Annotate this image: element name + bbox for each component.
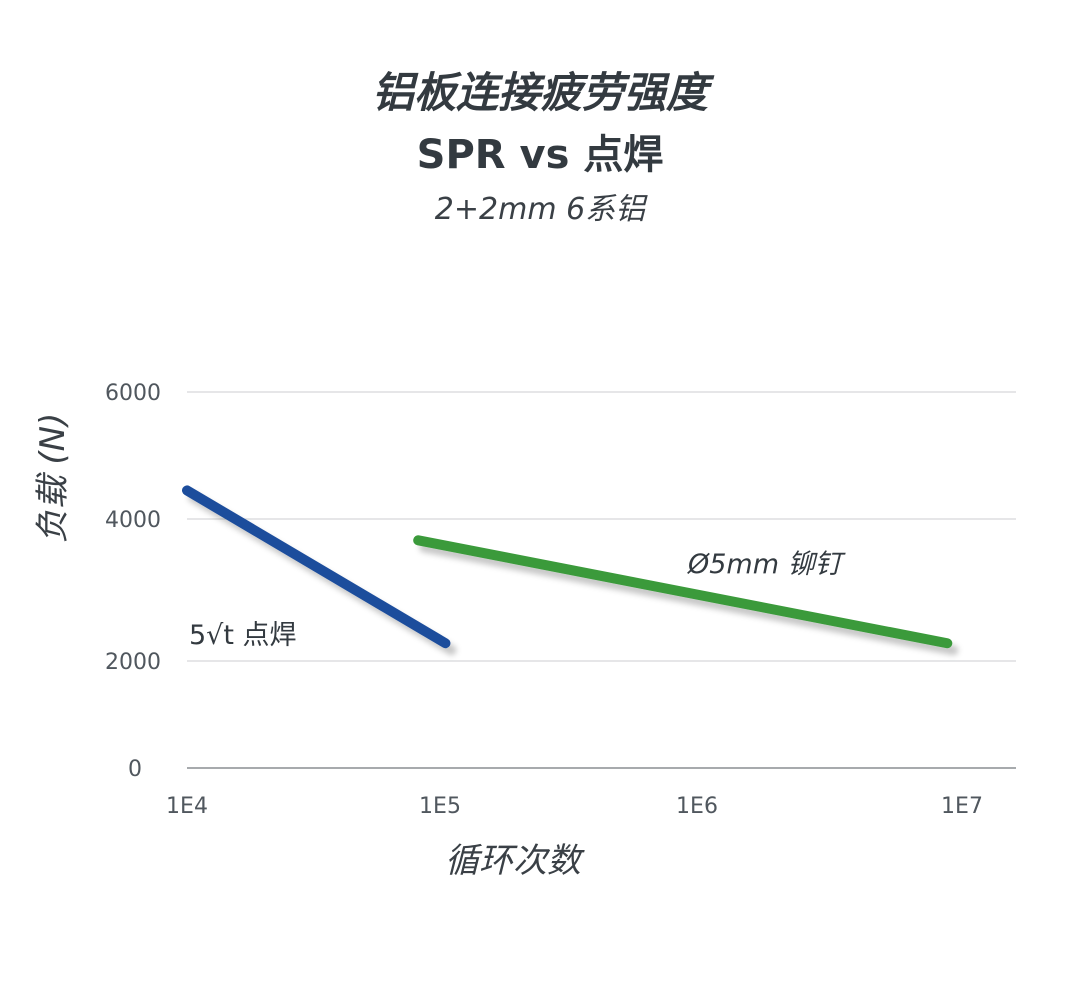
chart-title: 铝板连接疲劳强度 — [371, 68, 708, 117]
series-label-0: 5√t 点焊 — [189, 620, 297, 651]
y-axis-title: 负载 (N) — [33, 413, 73, 544]
chart-title-line2: SPR vs 点焊 — [416, 132, 664, 178]
x-tick-label-1E4: 1E4 — [166, 794, 208, 819]
x-tick-label-1E5: 1E5 — [419, 794, 461, 819]
x-tick-label-1E7: 1E7 — [941, 794, 983, 819]
y-tick-label-2000: 2000 — [105, 650, 161, 675]
x-axis-title: 循环次数 — [445, 841, 585, 881]
chart-subtitle: 2+2mm 6系铝 — [434, 192, 646, 227]
y-tick-label-4000: 4000 — [105, 508, 161, 533]
axis-layer: 0 2000 4000 6000 1E4 1E5 1E6 1E7 循环次数 负载 (N) — [33, 381, 1016, 881]
chart-title-block: 铝板连接疲劳强度 SPR vs 点焊 2+2mm 6系铝 — [0, 62, 1080, 234]
grid-layer — [187, 391, 1016, 662]
x-tick-label-1E6: 1E6 — [676, 794, 718, 819]
y-tick-label-0: 0 — [128, 757, 142, 782]
label-layer: 5√t 点焊 Ø5mm 铆钉 — [189, 549, 847, 651]
series-line-1 — [413, 535, 953, 649]
series-layer — [182, 485, 953, 649]
series-line-0 — [182, 485, 451, 649]
series-label-1: Ø5mm 铆钉 — [687, 549, 847, 580]
y-tick-label-6000: 6000 — [105, 381, 161, 406]
